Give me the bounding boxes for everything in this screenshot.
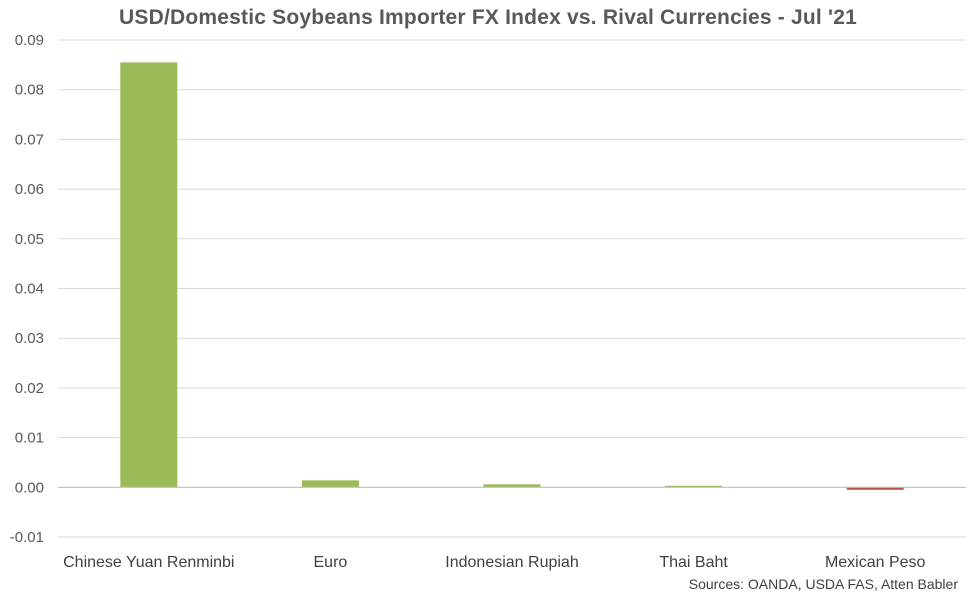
y-tick-label: 0.06 <box>15 181 44 198</box>
chart-title: USD/Domestic Soybeans Importer FX Index … <box>119 6 857 29</box>
y-tick-label: 0.08 <box>15 82 44 99</box>
chart-source: Sources: OANDA, USDA FAS, Atten Babler <box>688 576 958 592</box>
y-tick-label: 0.02 <box>15 380 44 397</box>
bar <box>665 485 723 488</box>
x-tick-label: Chinese Yuan Renminbi <box>63 554 234 571</box>
bar <box>120 62 178 488</box>
y-tick-label: 0.01 <box>15 430 44 447</box>
y-tick-label: 0.00 <box>15 479 44 496</box>
y-tick-label: 0.03 <box>15 330 44 347</box>
gridlines <box>58 39 966 538</box>
y-tick-label: 0.09 <box>15 32 44 49</box>
y-tick-label: -0.01 <box>10 529 44 546</box>
bars <box>120 62 904 490</box>
y-tick-label: 0.04 <box>15 281 44 298</box>
x-tick-label: Euro <box>314 554 348 571</box>
y-axis-ticks: -0.01 0.00 0.01 0.02 0.03 0.04 0.05 0.06 0.07 0.0… <box>10 32 44 546</box>
bar <box>846 487 904 490</box>
y-tick-label: 0.07 <box>15 131 44 148</box>
bar <box>483 484 541 488</box>
x-tick-label: Indonesian Rupiah <box>445 554 578 571</box>
x-tick-label: Mexican Peso <box>825 554 926 571</box>
x-tick-label: Thai Baht <box>659 554 728 571</box>
bar <box>301 480 359 488</box>
y-tick-label: 0.05 <box>15 231 44 248</box>
x-axis-labels: Chinese Yuan Renminbi Euro Indonesian Rupi… <box>63 554 925 571</box>
